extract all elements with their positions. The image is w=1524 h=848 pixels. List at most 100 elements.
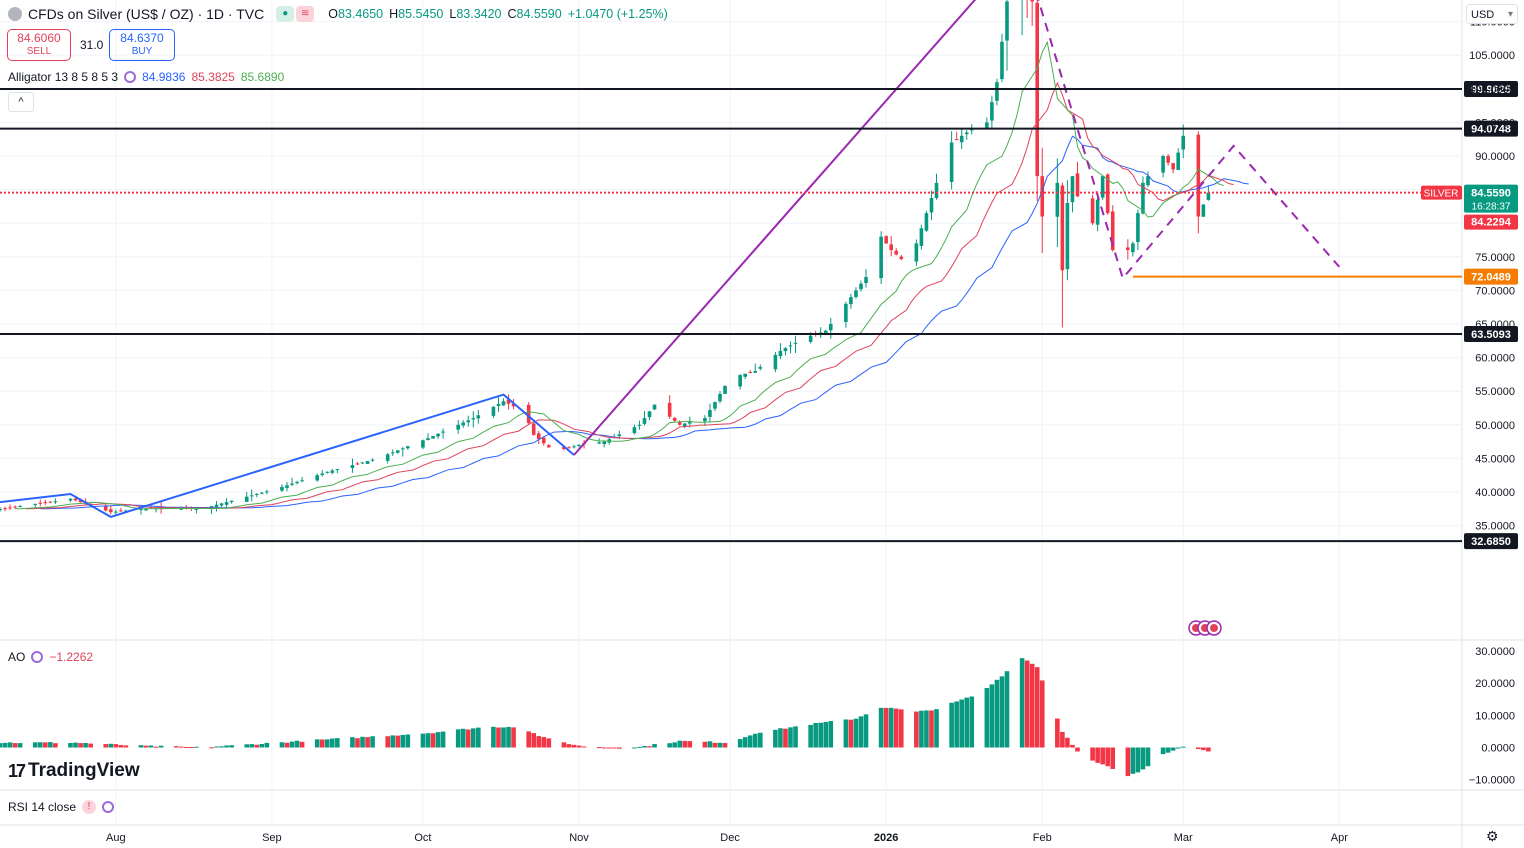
- ao-bar: [465, 729, 471, 748]
- buy-button[interactable]: 84.6370 BUY: [109, 29, 175, 61]
- tradingview-logo[interactable]: 17 TradingView: [8, 760, 140, 782]
- y-tick-label: 65.0000: [1475, 319, 1515, 331]
- collapse-legend-button[interactable]: ^: [8, 92, 34, 112]
- rsi-warning-icon[interactable]: !: [82, 800, 97, 814]
- candle-body: [889, 244, 893, 251]
- ao-bar: [959, 699, 964, 748]
- ao-bar: [546, 738, 552, 748]
- candle-body: [703, 418, 707, 422]
- ao-bar: [702, 741, 708, 748]
- tradingview-mark-icon: 17: [8, 760, 26, 781]
- currency-select[interactable]: USD: [1466, 4, 1518, 25]
- candle-body: [119, 510, 123, 512]
- ao-bar: [1024, 660, 1030, 748]
- candle-body: [315, 475, 320, 481]
- ao-bar: [1206, 747, 1211, 752]
- ao-bar: [1055, 718, 1060, 748]
- ao-label: AO: [8, 650, 26, 664]
- candle-body: [48, 501, 53, 503]
- candle-body: [491, 406, 496, 416]
- candle-body: [254, 494, 259, 496]
- candle-body: [461, 422, 466, 426]
- ao-bar: [964, 697, 970, 748]
- candle-body: [647, 411, 652, 418]
- symbol-title[interactable]: CFDs on Silver (US$ / OZ) · 1D · TVC: [28, 6, 265, 22]
- ao-bar: [793, 726, 798, 748]
- ao-bar: [581, 746, 587, 748]
- ao-bar: [476, 727, 481, 748]
- symbol-header[interactable]: CFDs on Silver (US$ / OZ) · 1D · TVC ● ≋…: [8, 6, 668, 22]
- ao-bar: [667, 743, 672, 748]
- ao-bar: [435, 732, 441, 748]
- last-price-symbol-bg: [1421, 185, 1462, 200]
- ao-bar: [848, 719, 854, 748]
- candle-body: [355, 463, 360, 465]
- sell-price: 84.6060: [17, 31, 61, 45]
- candle-body: [179, 508, 184, 510]
- alligator-label: Alligator 13 8 5 8 5 3: [8, 70, 119, 84]
- ao-bar: [757, 732, 763, 748]
- settings-gear-icon[interactable]: ⚙: [1486, 828, 1499, 844]
- y-tick-label: 40.0000: [1475, 487, 1515, 499]
- ao-bar: [672, 742, 677, 748]
- candle-body: [1206, 192, 1211, 200]
- ao-y-tick-label: 30.0000: [1475, 646, 1515, 658]
- candle-body: [652, 404, 657, 410]
- candle-body: [682, 423, 687, 427]
- ao-legend[interactable]: AO −1.2262: [8, 650, 93, 664]
- candle-body: [1060, 185, 1065, 271]
- alligator-jaw-value: 84.9836: [142, 70, 186, 84]
- candle-body: [1055, 182, 1060, 217]
- pattern-annotations: [0, 0, 1341, 518]
- ao-bar: [229, 745, 234, 748]
- candle-body: [597, 442, 601, 444]
- candle-body: [476, 415, 481, 419]
- candle-body: [1075, 173, 1080, 197]
- candle-body: [53, 501, 58, 503]
- candle-body: [964, 132, 969, 135]
- ao-bar: [294, 740, 300, 748]
- ao-bar: [501, 727, 506, 748]
- time-axis: Aug Sep Oct Nov Dec 2026 Feb Mar Apr: [106, 832, 1348, 844]
- ao-bar: [526, 731, 531, 748]
- ao-bar: [778, 728, 783, 748]
- ao-bar: [677, 740, 683, 748]
- ao-bar: [712, 742, 718, 748]
- ao-bar: [214, 746, 219, 748]
- candle-body: [995, 82, 999, 101]
- buy-label: BUY: [131, 46, 153, 57]
- candle-body: [330, 470, 335, 473]
- candle-body: [753, 371, 758, 373]
- candle-body: [718, 393, 722, 402]
- alligator-legend[interactable]: Alligator 13 8 5 8 5 3 84.9836 85.3825 8…: [8, 70, 284, 84]
- x-tick-label: Oct: [414, 832, 431, 844]
- y-tick-label: 105.0000: [1469, 50, 1515, 62]
- ao-bar: [1175, 747, 1181, 749]
- ao-y-tick-label: 10.0000: [1475, 710, 1515, 722]
- candle-body: [0, 508, 2, 511]
- candle-body: [667, 402, 672, 417]
- ao-bar: [209, 747, 214, 749]
- price-tag-label: 99.9625: [1471, 84, 1511, 96]
- open-value: 83.4650: [337, 7, 384, 21]
- candle-body: [265, 491, 269, 493]
- ao-bar: [843, 719, 849, 748]
- purple-projection-line: [1037, 0, 1341, 281]
- horizontal-price-lines: [0, 88, 1462, 543]
- sell-button[interactable]: 84.6060 SELL: [7, 29, 71, 61]
- candle-body: [526, 404, 531, 424]
- ao-bar: [747, 735, 753, 748]
- ao-bar: [1029, 663, 1035, 748]
- candle-body: [466, 420, 471, 423]
- candle-body: [567, 447, 571, 449]
- ao-bar: [370, 736, 375, 748]
- ao-bar: [455, 729, 461, 748]
- candle-body: [421, 440, 425, 448]
- candle-body: [13, 506, 17, 508]
- ao-loading-icon: [31, 651, 44, 663]
- rsi-legend[interactable]: RSI 14 close !: [8, 800, 115, 814]
- blue-zigzag-line: [0, 393, 575, 518]
- ao-bar: [284, 742, 290, 748]
